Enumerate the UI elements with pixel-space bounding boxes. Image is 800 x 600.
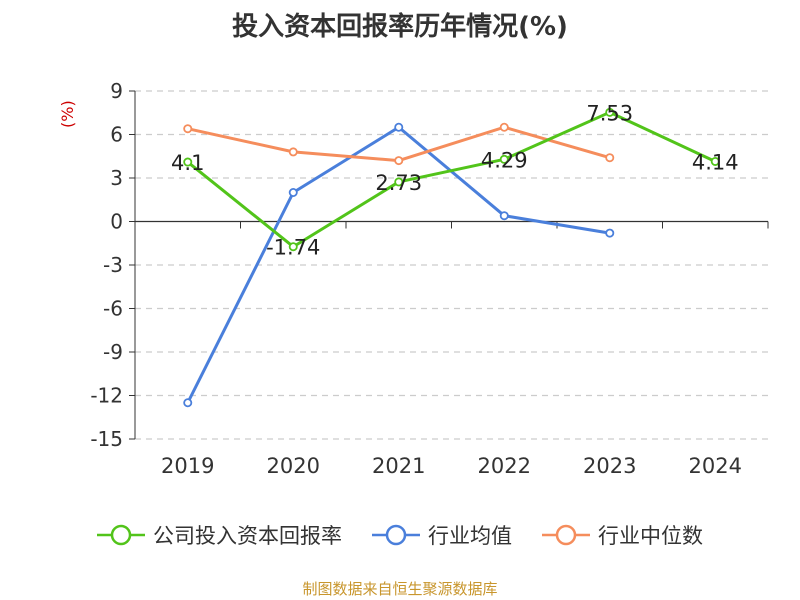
x-tick-label: 2019: [161, 454, 214, 478]
y-tick-label: 0: [110, 210, 123, 234]
data-point: [290, 148, 297, 155]
legend-item-industry-median[interactable]: 行业中位数: [542, 520, 703, 550]
legend-swatch-industry-mean: [372, 523, 420, 547]
y-axis-label: (%): [58, 100, 77, 128]
legend-swatch-marker: [387, 526, 405, 544]
data-point: [184, 399, 191, 406]
data-label: -1.74: [266, 236, 320, 260]
x-tick-label: 2020: [267, 454, 320, 478]
x-tick-label: 2023: [583, 454, 636, 478]
y-tick-label: -15: [90, 427, 123, 451]
y-tick-label: 6: [110, 123, 123, 147]
legend-swatch-marker: [557, 526, 575, 544]
legend-label: 行业均值: [428, 520, 512, 550]
y-tick-label: -6: [103, 297, 123, 321]
legend-swatch-industry-median: [542, 523, 590, 547]
x-tick-label: 2022: [478, 454, 531, 478]
data-point: [501, 212, 508, 219]
y-tick-label: -9: [103, 340, 123, 364]
data-point: [501, 124, 508, 131]
data-point: [184, 125, 191, 132]
legend: 公司投入资本回报率 行业均值 行业中位数: [0, 520, 800, 550]
y-tick-label: -3: [103, 253, 123, 277]
data-label: 4.29: [481, 148, 528, 172]
data-label: 2.73: [375, 171, 422, 195]
data-label: 4.14: [692, 150, 739, 174]
y-tick-label: 9: [110, 79, 123, 103]
legend-item-industry-mean[interactable]: 行业均值: [372, 520, 512, 550]
legend-item-company-roic[interactable]: 公司投入资本回报率: [97, 520, 342, 550]
data-point: [606, 154, 613, 161]
y-tick-label: -12: [90, 384, 123, 408]
data-label: 4.1: [171, 151, 204, 175]
y-tick-label: 3: [110, 166, 123, 190]
legend-swatch-marker: [112, 526, 130, 544]
chart-canvas: 9 6 3 0 -3 -6 -9 -12 -15 2019 2020 2021 2022 2023 2024…: [0, 0, 800, 600]
data-point: [290, 189, 297, 196]
chart-title: 投入资本回报率历年情况(%): [0, 6, 800, 43]
data-point: [395, 124, 402, 131]
data-point: [395, 157, 402, 164]
legend-label: 行业中位数: [598, 520, 703, 550]
data-point: [606, 230, 613, 237]
x-tick-label: 2024: [689, 454, 742, 478]
series-line-2: [188, 127, 610, 160]
legend-label: 公司投入资本回报率: [153, 520, 342, 550]
x-tick-label: 2021: [372, 454, 425, 478]
source-note: 制图数据来自恒生聚源数据库: [0, 578, 800, 599]
data-label: 7.53: [586, 101, 633, 125]
legend-swatch-company-roic: [97, 523, 145, 547]
